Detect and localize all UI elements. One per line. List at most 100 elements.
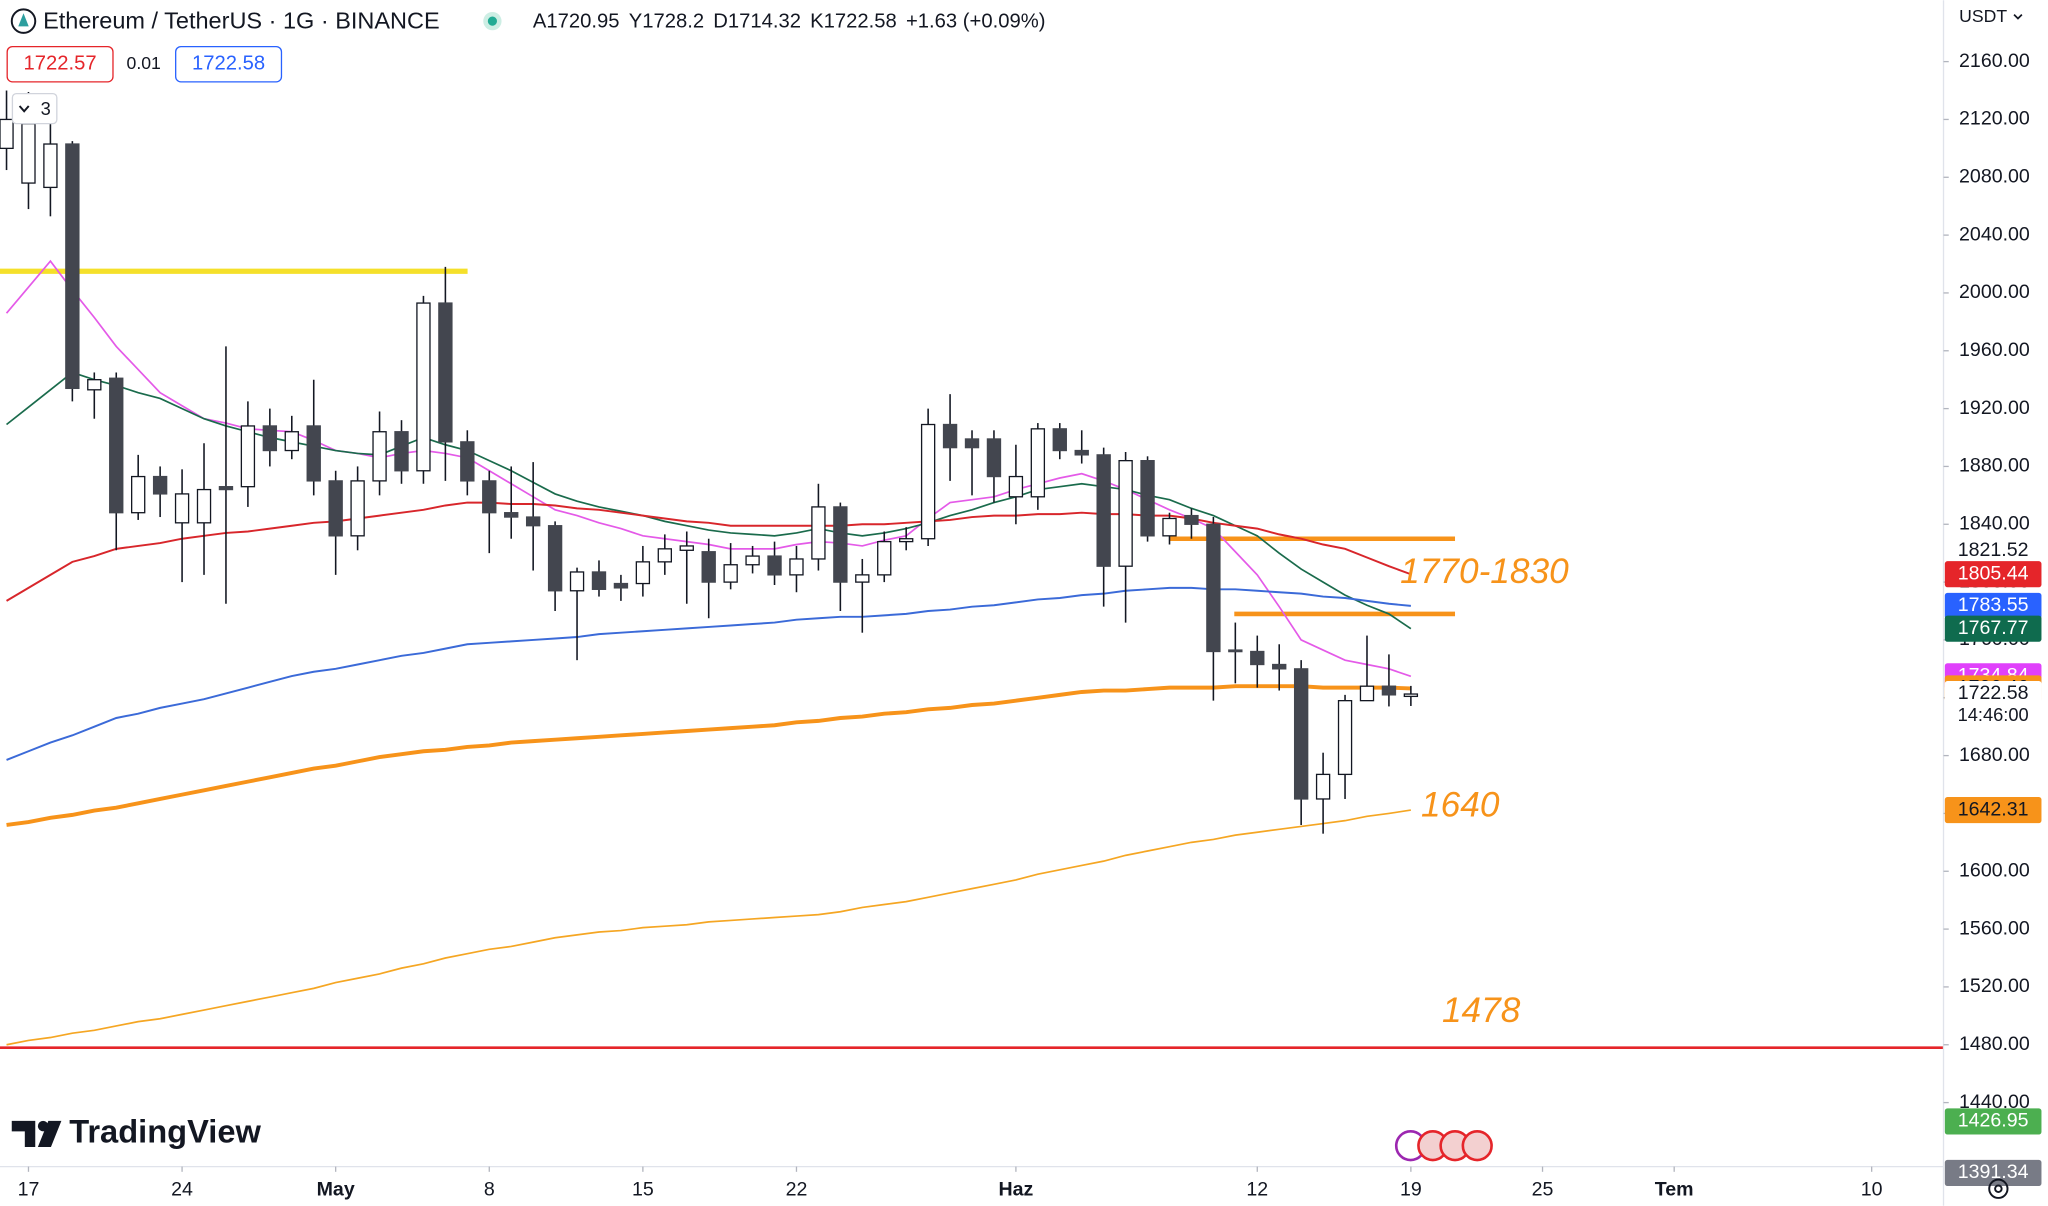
- logo-mark: [37, 1120, 62, 1147]
- symbol[interactable]: Ethereum / TetherUS · 1G · BINANCE: [43, 8, 440, 34]
- y-tick-label: 1920.00: [1959, 397, 2030, 419]
- x-tick-label: 22: [786, 1178, 808, 1200]
- price-badge: [1944, 1159, 2042, 1187]
- ask[interactable]: 1722.58: [192, 53, 265, 75]
- market-status: [487, 16, 497, 26]
- price-badge-label: 1722.58: [1958, 682, 2029, 704]
- candle-body: [218, 486, 234, 491]
- y-tick-label: 1560.00: [1959, 917, 2030, 939]
- candle-body: [1337, 700, 1353, 776]
- candle-body: [1118, 459, 1133, 567]
- candle-body: [87, 379, 102, 391]
- settings-icon[interactable]: [1988, 1178, 2009, 1199]
- candle-body: [1403, 693, 1419, 698]
- bid[interactable]: 1722.57: [24, 53, 97, 75]
- candle-body: [284, 431, 299, 452]
- annotation: 1640: [1421, 786, 1500, 825]
- y-tick-label: 1480.00: [1959, 1033, 2030, 1055]
- candle-body: [767, 555, 782, 576]
- symbol-icon-mark: [18, 13, 29, 27]
- price-badge: [1944, 592, 2042, 619]
- candle-body: [1228, 649, 1243, 653]
- change: +1.63 (+0.09%): [906, 11, 1046, 33]
- x-tick-label: 17: [18, 1178, 40, 1200]
- candle-body: [1074, 449, 1089, 456]
- indicator-count[interactable]: 3: [41, 98, 51, 119]
- candle-body: [1206, 523, 1221, 653]
- moving-average: [6, 501, 1412, 602]
- candle-body: [504, 512, 519, 518]
- candle-body: [482, 480, 497, 514]
- price-badge-countdown: 14:46:00: [1958, 704, 2029, 725]
- ohlc-label: D: [713, 11, 728, 33]
- candle-body: [899, 538, 914, 543]
- price-badge: [1944, 615, 2042, 642]
- x-tick-label: 8: [484, 1178, 495, 1200]
- ohlc-value: 1714.32: [728, 11, 801, 33]
- candle-body: [0, 118, 14, 150]
- candle-body: [1140, 459, 1155, 537]
- indicators-toggle[interactable]: [11, 92, 58, 125]
- axes: 2160.00 2120.00 2080.00 2040.00 2000.00 1960.…: [18, 50, 2042, 1200]
- candle-body: [460, 441, 475, 482]
- candle-body: [525, 516, 541, 527]
- candle-body: [1272, 663, 1287, 670]
- ohlc-value: 1722.58: [824, 11, 897, 33]
- x-tick-label: May: [317, 1178, 355, 1200]
- candle-body: [789, 558, 804, 576]
- chevron: [2013, 13, 2023, 20]
- event-icon[interactable]: [1461, 1130, 1493, 1162]
- candle-body: [942, 423, 958, 449]
- price-badge: [1944, 1108, 2042, 1135]
- plot-area: 1770-1830 1640 1478: [0, 90, 1944, 1049]
- candle-body: [306, 425, 321, 482]
- moving-average: [6, 586, 1411, 761]
- chevron: [18, 105, 30, 113]
- candle-body: [438, 302, 453, 443]
- bid-box[interactable]: [6, 45, 114, 83]
- candle-body: [569, 571, 585, 592]
- price-badge: [1944, 537, 2042, 565]
- price-badge-label: 1642.31: [1958, 798, 2029, 820]
- spread: 0.01: [127, 53, 161, 73]
- candle-body: [328, 480, 343, 537]
- candle-body: [21, 123, 36, 184]
- y-tick-label: 1600.00: [1959, 859, 2030, 881]
- y-tick-label: 1440.00: [1959, 1091, 2030, 1113]
- candle-body: [591, 571, 607, 590]
- y-tick-label: 2040.00: [1959, 223, 2030, 245]
- price-badge-label: 1821.52: [1958, 539, 2029, 561]
- y-tick-label: 1960.00: [1959, 339, 2030, 361]
- price-badge: [1944, 797, 2042, 824]
- candle-body: [964, 438, 980, 449]
- candle-body: [152, 475, 168, 495]
- candle-body: [174, 493, 190, 524]
- candle-body: [811, 506, 826, 560]
- candle-body: [1030, 428, 1046, 498]
- watermark: TradingView: [69, 1113, 261, 1150]
- candle-body: [350, 480, 365, 537]
- x-tick-label: 24: [171, 1178, 193, 1200]
- ask-box[interactable]: [175, 45, 283, 83]
- settings-icon: [1994, 1184, 2003, 1194]
- candle-body: [723, 564, 738, 583]
- candle-body: [833, 506, 848, 583]
- candle-body: [1052, 428, 1067, 452]
- ohlc-value: 1720.95: [546, 11, 619, 33]
- y-tick-label: 1520.00: [1959, 975, 2030, 997]
- currency[interactable]: USDT: [1959, 6, 2007, 26]
- candle-body: [701, 551, 716, 583]
- ohlc-label: A: [533, 11, 547, 33]
- ohlc-label: K: [810, 11, 824, 33]
- y-tick-label: 2000.00: [1959, 281, 2030, 303]
- y-tick-label: 1880.00: [1959, 455, 2030, 477]
- y-tick-label: 2120.00: [1959, 108, 2030, 130]
- candle-body: [65, 143, 80, 390]
- price-badge-label: 1391.34: [1958, 1161, 2029, 1183]
- candle-body: [547, 525, 563, 592]
- candle-body: [855, 574, 870, 583]
- y-tick-label: 1840.00: [1959, 512, 2030, 534]
- candle-body: [1096, 454, 1111, 567]
